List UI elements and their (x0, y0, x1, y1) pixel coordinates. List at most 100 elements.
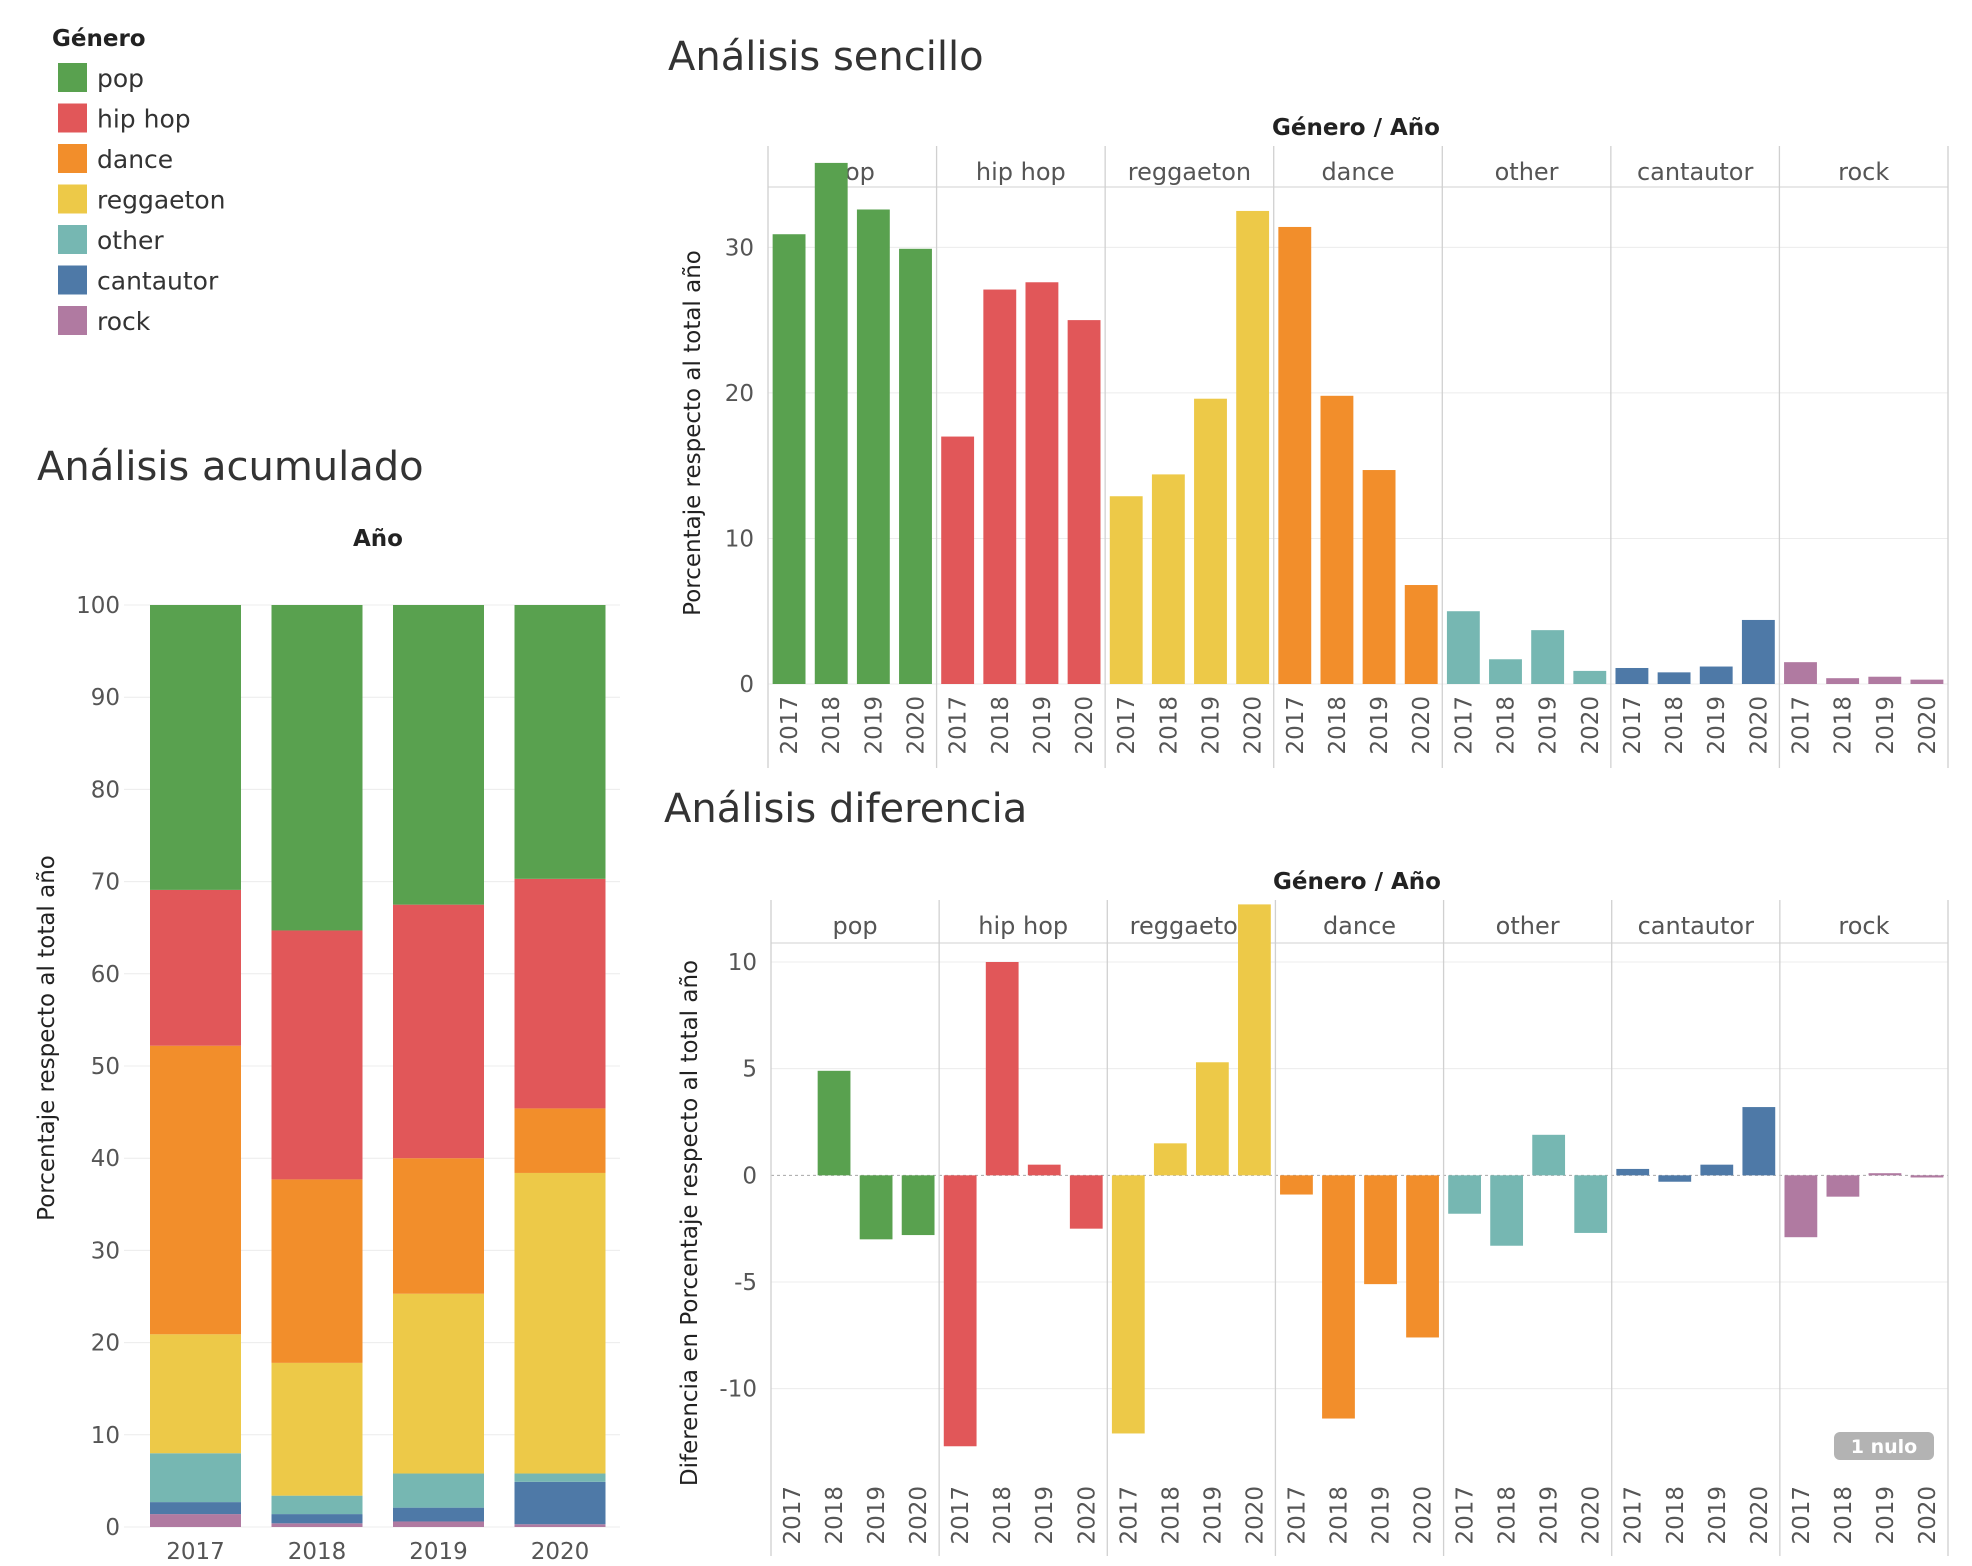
x-tick-label: 2018 (288, 1539, 347, 1565)
bar-dance-2019 (1364, 1175, 1397, 1285)
diferencia-chart: -10 -5 0 5 10 pop 2017 2018 2019 2020 hip hop 2017 2… (719, 900, 1949, 1556)
x-tick-label: 2019 (1705, 1486, 1731, 1545)
bar-other-2020 (1573, 670, 1607, 684)
x-tick-label: 2018 (1663, 1486, 1689, 1545)
facet-header-reggaeton: reggaeton (1130, 912, 1253, 940)
x-tick-label: 2018 (1156, 696, 1182, 755)
diferencia-top-header: Género / Año (1273, 869, 1441, 895)
x-tick-label: 2018 (988, 696, 1014, 755)
legend-label: rock (97, 307, 151, 336)
bar-reggaeton-2017 (1111, 1175, 1145, 1434)
bar-cantautor-2020 (1742, 1107, 1776, 1176)
bar-rock-2020 (514, 1524, 606, 1527)
bar-other-2018 (1489, 659, 1522, 684)
facet-header-hip-hop: hip hop (978, 912, 1068, 940)
x-tick-label: 2017 (1451, 696, 1477, 755)
y-tick-label: 10 (728, 950, 757, 976)
bar-dance-2017 (1280, 1175, 1313, 1195)
legend-item-pop[interactable]: pop (58, 63, 144, 93)
bar-other-2019 (393, 1473, 484, 1508)
y-tick-label: 30 (725, 235, 754, 261)
null-indicator[interactable]: 1 nulo (1834, 1432, 1934, 1460)
bar-cantautor-2019 (1699, 666, 1733, 684)
bar-cantautor-2017 (150, 1502, 241, 1515)
facet-header-cantautor: cantautor (1638, 912, 1755, 940)
bar-rock-2019 (1868, 676, 1902, 684)
bar-rock-2017 (1784, 662, 1817, 684)
legend-item-hip-hop[interactable]: hip hop (58, 103, 191, 134)
bar-other-2020 (514, 1473, 606, 1482)
x-tick-label: 2020 (1578, 696, 1604, 755)
x-tick-label: 2019 (1873, 696, 1899, 755)
x-tick-label: 2020 (1411, 1486, 1437, 1545)
legend-title: Género (52, 26, 146, 52)
x-tick-label: 2020 (531, 1539, 590, 1565)
bar-hip-hop-2018 (271, 930, 363, 1180)
y-tick-label: 90 (91, 685, 120, 711)
bar-reggaeton-2018 (1153, 1143, 1187, 1176)
x-tick-label: 2019 (1537, 1486, 1563, 1545)
y-tick-label: 20 (91, 1331, 120, 1357)
bar-reggaeton-2020 (1238, 904, 1271, 1176)
bar-hip-hop-2020 (1069, 1175, 1103, 1229)
x-tick-label: 2019 (1369, 1486, 1395, 1545)
x-tick-label: 2017 (1284, 1486, 1310, 1545)
legend-item-other[interactable]: other (58, 225, 164, 255)
bar-rock-2018 (1826, 1175, 1860, 1197)
bar-cantautor-2017 (1616, 1168, 1650, 1176)
x-tick-label: 2020 (906, 1486, 932, 1545)
acumulado-top-header: Año (353, 526, 403, 552)
y-tick-label: 60 (91, 962, 120, 988)
x-tick-label: 2018 (1831, 1486, 1857, 1545)
legend-item-rock[interactable]: rock (58, 306, 151, 336)
y-tick-label: 0 (739, 672, 754, 698)
bar-reggaeton-2017 (1109, 496, 1143, 684)
legend-item-reggaeton[interactable]: reggaeton (58, 184, 226, 215)
y-tick-label: 10 (91, 1423, 120, 1449)
x-tick-label: 2019 (1200, 1486, 1226, 1545)
x-tick-label: 2019 (1032, 1486, 1058, 1545)
legend-label: cantautor (97, 267, 219, 296)
legend-item-cantautor[interactable]: cantautor (58, 265, 219, 296)
bar-cantautor-2020 (1741, 619, 1775, 684)
diferencia-y-axis-title: Diferencia en Porcentaje respecto al tot… (677, 960, 703, 1486)
legend-label: dance (97, 145, 173, 174)
bar-reggaeton-2018 (271, 1362, 363, 1496)
bar-rock-2017 (1784, 1175, 1818, 1238)
facet-header-dance: dance (1323, 912, 1396, 940)
bar-pop-2017 (150, 605, 241, 890)
bar-pop-2018 (814, 162, 848, 684)
bar-hip-hop-2020 (1067, 320, 1101, 684)
bar-dance-2018 (1320, 395, 1354, 684)
bar-dance-2018 (271, 1179, 363, 1363)
x-tick-label: 2020 (1241, 696, 1267, 755)
legend-swatch (58, 265, 87, 295)
legend-swatch (58, 184, 87, 214)
bar-dance-2017 (150, 1045, 241, 1335)
x-tick-label: 2020 (1074, 1486, 1100, 1545)
bar-rock-2019 (1868, 1173, 1902, 1176)
bar-pop-2019 (393, 605, 484, 905)
sencillo-y-axis-title: Porcentaje respecto al total año (680, 250, 706, 616)
x-tick-label: 2017 (1116, 1486, 1142, 1545)
x-tick-label: 2019 (861, 696, 887, 755)
x-tick-label: 2018 (990, 1486, 1016, 1545)
legend-swatch (58, 144, 87, 173)
x-tick-label: 2018 (822, 1486, 848, 1545)
legend-item-dance[interactable]: dance (58, 144, 173, 174)
legend[interactable]: pop hip hop dance reggaeton other cantautor ro… (58, 63, 226, 336)
bar-rock-2017 (150, 1514, 241, 1527)
bar-reggaeton-2020 (1236, 210, 1270, 684)
facet-header-rock: rock (1838, 912, 1889, 940)
acumulado-chart: 0 10 20 30 40 50 60 70 80 90 100 2017 2018 2019 2020 (76, 593, 620, 1565)
y-tick-label: 0 (742, 1163, 757, 1189)
facet-header-other: other (1496, 912, 1560, 940)
x-tick-label: 2018 (1662, 696, 1688, 755)
bar-hip-hop-2019 (1025, 282, 1059, 684)
y-tick-label: 100 (76, 593, 120, 619)
x-tick-label: 2019 (1536, 696, 1562, 755)
bar-other-2019 (1531, 630, 1565, 684)
bar-dance-2020 (1406, 1175, 1439, 1338)
